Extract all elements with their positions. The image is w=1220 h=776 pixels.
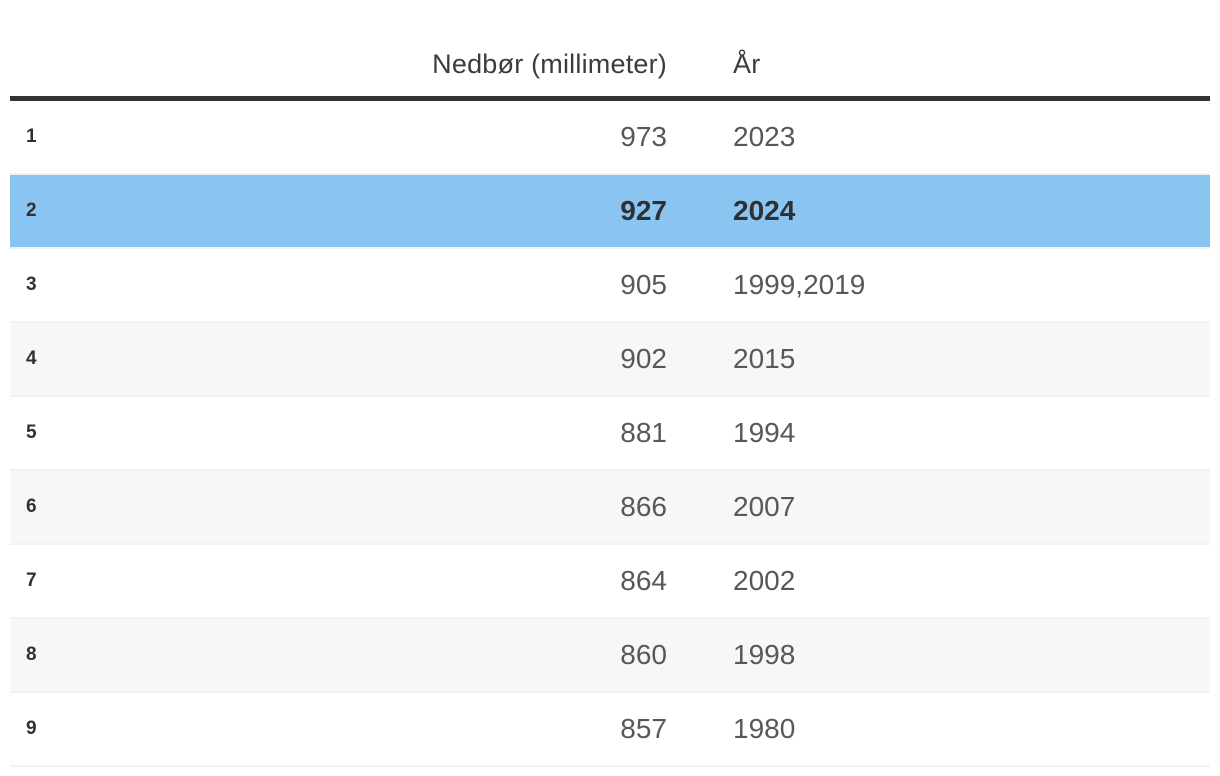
row-precipitation-value: 905 [620,269,667,300]
row-year: 2007 [733,491,796,522]
row-year: 1998 [733,639,796,670]
table-row: 4 902 2015 [10,323,1210,397]
row-precipitation-value: 927 [620,195,667,226]
precipitation-ranking-table: Nedbør (millimeter) År 1 973 2023 2 927 … [10,0,1210,767]
row-rank: 5 [26,422,37,443]
row-precipitation-value: 866 [620,491,667,522]
table-header-row: Nedbør (millimeter) År [10,0,1210,101]
table-body: 1 973 2023 2 927 2024 3 905 1999,2019 4 … [10,101,1210,767]
row-precipitation-value: 881 [620,417,667,448]
row-precipitation-value: 902 [620,343,667,374]
table-row: 5 881 1994 [10,397,1210,471]
row-year: 2002 [733,565,796,596]
column-header-rank [10,80,226,96]
column-header-precipitation: Nedbør (millimeter) [432,49,667,79]
table-row: 6 866 2007 [10,471,1210,545]
row-precipitation-value: 973 [620,121,667,152]
row-rank: 1 [26,126,37,147]
table-row: 8 860 1998 [10,619,1210,693]
row-rank: 6 [26,496,37,517]
row-rank: 9 [26,718,37,739]
row-year: 1994 [733,417,796,448]
row-year: 2024 [733,195,796,226]
table-row: 9 857 1980 [10,693,1210,767]
row-rank: 8 [26,644,37,665]
row-rank: 3 [26,274,37,295]
row-precipitation-value: 864 [620,565,667,596]
table-row: 7 864 2002 [10,545,1210,619]
row-year: 1980 [733,713,796,744]
row-rank: 2 [26,200,37,221]
row-year: 2023 [733,121,796,152]
column-header-year: År [733,49,761,79]
table-row: 1 973 2023 [10,101,1210,175]
row-precipitation-value: 860 [620,639,667,670]
row-year: 1999,2019 [733,269,866,300]
row-year: 2015 [733,343,796,374]
table-row: 3 905 1999,2019 [10,249,1210,323]
row-precipitation-value: 857 [620,713,667,744]
table-row: 2 927 2024 [10,175,1210,249]
row-rank: 4 [26,348,37,369]
row-rank: 7 [26,570,37,591]
